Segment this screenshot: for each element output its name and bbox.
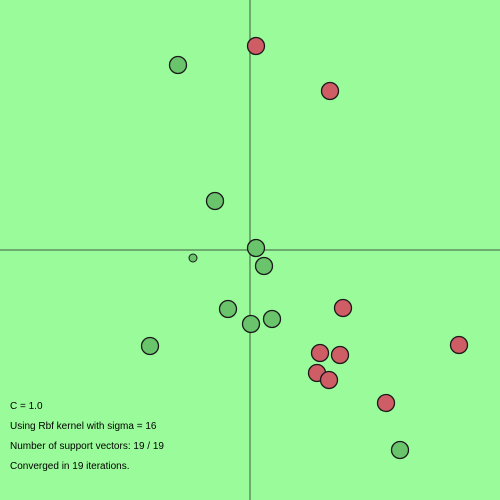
green-point[interactable]: [188, 253, 198, 263]
green-point[interactable]: [246, 238, 266, 258]
green-point[interactable]: [241, 314, 261, 334]
green-point[interactable]: [390, 440, 410, 460]
red-point[interactable]: [333, 298, 353, 318]
red-point[interactable]: [320, 81, 340, 101]
red-point[interactable]: [246, 36, 266, 56]
green-point[interactable]: [254, 256, 274, 276]
red-point[interactable]: [319, 370, 339, 390]
c-parameter-text: C = 1.0: [10, 401, 43, 412]
green-point[interactable]: [168, 55, 188, 75]
green-point[interactable]: [262, 309, 282, 329]
red-point[interactable]: [376, 393, 396, 413]
red-point[interactable]: [449, 335, 469, 355]
convergence-text: Converged in 19 iterations.: [10, 461, 130, 472]
red-point[interactable]: [310, 343, 330, 363]
green-point[interactable]: [218, 299, 238, 319]
green-point[interactable]: [205, 191, 225, 211]
green-point[interactable]: [140, 336, 160, 356]
data-points[interactable]: [140, 36, 469, 460]
red-point[interactable]: [330, 345, 350, 365]
support-vectors-text: Number of support vectors: 19 / 19: [10, 441, 164, 452]
kernel-text: Using Rbf kernel with sigma = 16: [10, 421, 157, 432]
